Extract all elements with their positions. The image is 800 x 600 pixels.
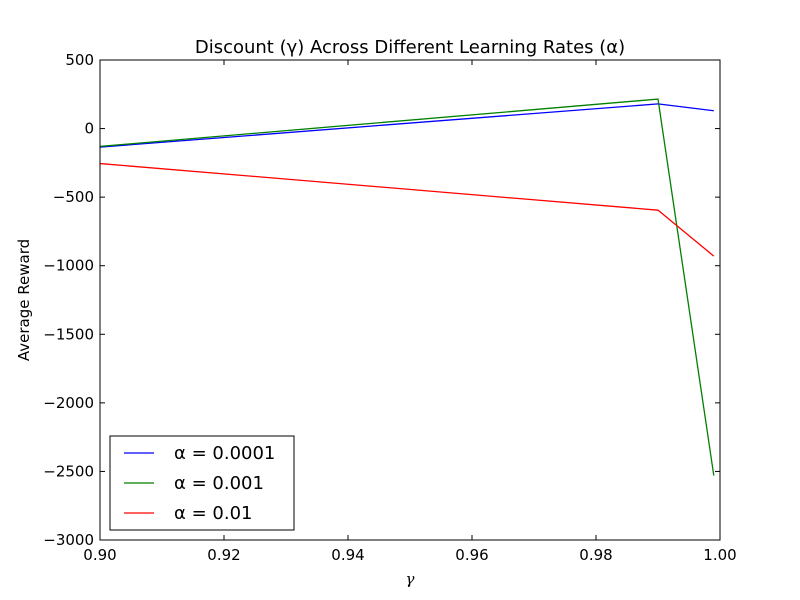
- series-line-0: [99, 103, 714, 148]
- series-line-1: [99, 98, 715, 476]
- x-tick-label: 0.94: [331, 546, 364, 564]
- plot-frame: [99, 59, 721, 541]
- legend-label-1: α = 0.001: [174, 473, 264, 494]
- y-tick-label: 500: [65, 51, 94, 69]
- x-tick-label: 0.90: [83, 546, 116, 564]
- x-axis-label: γ: [406, 570, 415, 588]
- x-tick-label: 1.00: [703, 546, 736, 564]
- y-tick-label: −1500: [43, 325, 94, 343]
- legend: α = 0.0001 α = 0.001 α = 0.01: [109, 435, 295, 531]
- y-tick-label: −2000: [43, 394, 94, 412]
- series-lines: [99, 98, 715, 476]
- legend-label-0: α = 0.0001: [174, 443, 275, 464]
- x-tick-label: 0.92: [207, 546, 240, 564]
- legend-label-2: α = 0.01: [174, 503, 252, 524]
- y-tick-label: −2500: [43, 462, 94, 480]
- x-axis-ticks: 0.90 0.92 0.94 0.96 0.98 1.00: [83, 60, 737, 564]
- y-axis-ticks: 500 0 −500 −1000 −1500 −2000 −2500 −3000: [43, 51, 720, 549]
- y-tick-label: −500: [53, 188, 94, 206]
- x-tick-label: 0.98: [579, 546, 612, 564]
- x-tick-label: 0.96: [455, 546, 488, 564]
- chart-title: Discount (γ) Across Different Learning R…: [195, 37, 625, 58]
- y-tick-label: −1000: [43, 257, 94, 275]
- series-line-2: [99, 162, 715, 257]
- y-tick-label: −3000: [43, 531, 94, 549]
- y-tick-label: 0: [84, 120, 94, 138]
- y-axis-label: Average Reward: [15, 239, 33, 361]
